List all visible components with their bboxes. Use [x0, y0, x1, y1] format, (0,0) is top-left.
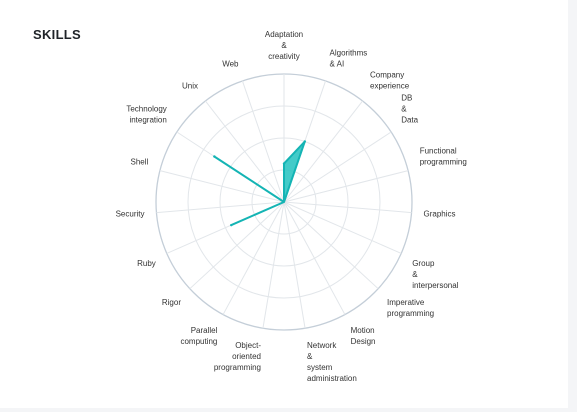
axis-label: Parallel computing — [180, 326, 217, 346]
axis-label: Motion Design — [351, 326, 376, 346]
radar-spoke — [283, 170, 409, 203]
data-point — [303, 140, 306, 143]
data-point — [213, 155, 216, 158]
section-title: SKILLS — [33, 27, 82, 42]
radar-spoke — [156, 201, 285, 214]
radar-spoke — [283, 201, 306, 329]
radar-spoke — [241, 80, 285, 203]
axis-label: Group & interpersonal — [412, 259, 458, 290]
axis-label: DB & Data — [401, 93, 418, 124]
data-point — [230, 223, 233, 227]
axis-label: Web — [222, 60, 239, 69]
axis-label: Object-oriented programming — [214, 341, 261, 372]
radar-spoke — [189, 201, 285, 290]
axis-label: Network & system administration — [307, 341, 357, 383]
radar-spoke — [283, 201, 379, 290]
radar-spoke — [204, 100, 285, 203]
axis-label: Rigor — [162, 298, 181, 307]
axis-label: Ruby — [137, 259, 156, 268]
radar-spoke — [222, 201, 285, 315]
axis-label: Adaptation & creativity — [265, 30, 303, 61]
radar-spoke — [283, 201, 346, 315]
axis-label: Functional programming — [420, 147, 467, 167]
axis-label: Graphics — [424, 210, 456, 219]
axis-label: Shell — [131, 158, 149, 167]
skills-card: SKILLS Adaptation & creativity Algorithms & … — [0, 0, 568, 408]
axis-label: Unix — [182, 82, 198, 91]
axis-label: Algorithms & AI — [330, 49, 368, 69]
radar-spoke — [283, 201, 402, 254]
axis-label: Company experience — [370, 71, 410, 91]
radar-spoke — [283, 100, 364, 203]
radar-spoke — [283, 201, 412, 214]
radar-spoke — [262, 201, 285, 329]
radar-spoke — [283, 131, 392, 203]
axis-label: Imperative programming — [387, 298, 434, 318]
axis-label: Security — [116, 210, 145, 219]
data-point — [282, 162, 286, 165]
series-area — [213, 140, 306, 227]
radar-spoke — [159, 170, 285, 203]
axis-label: Technology integration — [126, 104, 166, 124]
